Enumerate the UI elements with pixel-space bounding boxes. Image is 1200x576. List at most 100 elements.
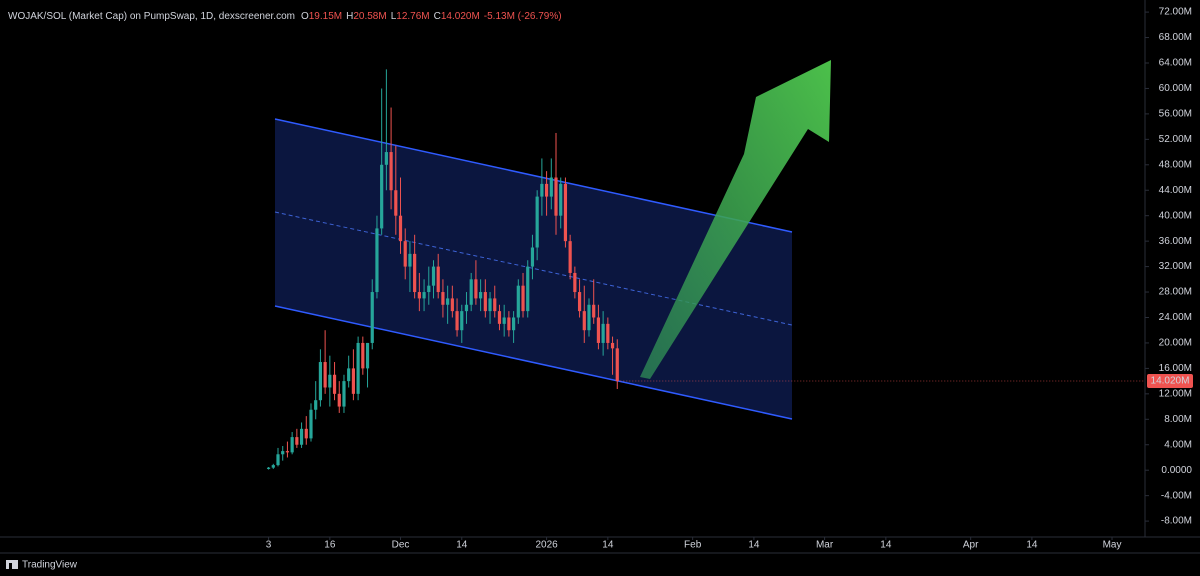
candle-body <box>427 285 431 293</box>
candle-body <box>365 342 370 369</box>
candle-body <box>403 241 407 267</box>
y-tick-label: 64.00M <box>1159 58 1192 69</box>
y-tick-label: 36.00M <box>1159 236 1192 247</box>
y-tick-label: 0.0000 <box>1161 465 1192 476</box>
candle-body <box>483 292 487 312</box>
x-tick-label: May <box>1103 540 1122 551</box>
y-tick-label: 72.00M <box>1159 7 1192 18</box>
x-tick-label: Mar <box>816 540 834 551</box>
candle-body <box>530 247 535 267</box>
candle-body <box>512 317 516 331</box>
candle-body <box>563 183 568 242</box>
candle-body <box>436 266 440 293</box>
x-tick-label: 14 <box>748 540 760 551</box>
candle-body <box>394 190 398 216</box>
y-tick-label: 68.00M <box>1159 32 1192 43</box>
y-tick-label: -8.00M <box>1161 516 1192 527</box>
candle-body <box>413 253 417 293</box>
candle-body <box>342 381 346 407</box>
candle-body <box>497 311 502 324</box>
y-tick-label: 44.00M <box>1159 185 1192 196</box>
candle-body <box>281 451 285 455</box>
candle-body <box>568 241 572 273</box>
y-tick-label: 52.00M <box>1159 134 1192 145</box>
candle-body <box>441 292 445 305</box>
candle-body <box>328 374 332 388</box>
candle-body <box>370 292 374 343</box>
ohlc-change: -5.13M (-26.79%) <box>484 11 562 22</box>
candle-body <box>309 409 313 439</box>
x-tick-label: 14 <box>456 540 468 551</box>
ohlc-key: O <box>301 11 309 22</box>
candle-body <box>479 292 483 299</box>
candle-body <box>431 266 436 286</box>
ohlc-value: 20.58M <box>353 11 386 22</box>
candle-body <box>323 362 327 388</box>
x-tick-label: 2026 <box>535 540 558 551</box>
candle-body <box>332 374 337 394</box>
candle-body <box>375 228 379 293</box>
candle-body <box>559 183 563 216</box>
x-tick-label: 14 <box>880 540 892 551</box>
candle-body <box>314 400 318 410</box>
candle-body <box>398 215 403 242</box>
last-price-box <box>1147 373 1193 388</box>
candle-body <box>351 368 355 394</box>
candle-body <box>582 311 586 331</box>
candle-body <box>417 292 421 299</box>
candle-body <box>389 152 393 191</box>
header: WOJAK/SOL (Market Cap) on PumpSwap, 1D, … <box>8 11 562 22</box>
ohlc-value: 19.15M <box>309 11 342 22</box>
candle-body <box>549 177 553 197</box>
candle-body <box>554 177 558 216</box>
candle-body <box>592 304 596 318</box>
candle-body <box>408 253 412 267</box>
candle-body <box>587 304 591 331</box>
y-tick-label: 20.00M <box>1159 338 1192 349</box>
y-tick-label: 40.00M <box>1159 210 1192 221</box>
candle-body <box>384 152 388 165</box>
candle-body <box>464 304 469 312</box>
last-price-label: 14.020M <box>1151 376 1190 387</box>
candle-body <box>577 292 582 312</box>
candle-body <box>347 368 351 382</box>
candle-body <box>502 317 506 324</box>
candle-body <box>318 362 323 401</box>
candle-body <box>540 183 544 197</box>
y-tick-label: 8.00M <box>1164 414 1192 425</box>
x-tick-label: Dec <box>392 540 410 551</box>
candle-body <box>285 451 290 453</box>
ohlc-key: L <box>391 11 397 22</box>
candle-body <box>361 342 365 369</box>
x-tick-label: 3 <box>266 540 272 551</box>
x-tick-label: 16 <box>324 540 336 551</box>
arrow <box>640 60 831 379</box>
ohlc-key: H <box>346 11 353 22</box>
ohlc-key: C <box>434 11 441 22</box>
y-tick-label: 16.00M <box>1159 363 1192 374</box>
candle-body <box>356 342 360 394</box>
candle-body <box>596 317 601 343</box>
y-tick-label: 12.00M <box>1159 388 1192 399</box>
candle-body <box>337 393 341 407</box>
y-tick-label: 24.00M <box>1159 312 1192 323</box>
logo <box>6 560 18 569</box>
candle-body <box>521 285 525 312</box>
candles <box>266 69 619 470</box>
candle-body <box>507 317 511 331</box>
candle-body <box>455 311 459 331</box>
candle-body <box>304 428 308 439</box>
y-tick-label: -4.00M <box>1161 490 1192 501</box>
candle-body <box>474 279 478 299</box>
candle-body <box>450 298 454 312</box>
candle-body <box>488 298 492 312</box>
x-tick-label: 14 <box>602 540 614 551</box>
candle-body <box>380 164 384 229</box>
candle-body <box>573 272 577 293</box>
y-tick-label: 48.00M <box>1159 159 1192 170</box>
candle-body <box>493 298 497 312</box>
x-tick-label: 14 <box>1026 540 1038 551</box>
ohlc-value: 12.76M <box>396 11 429 22</box>
branding: TradingView <box>22 560 78 571</box>
